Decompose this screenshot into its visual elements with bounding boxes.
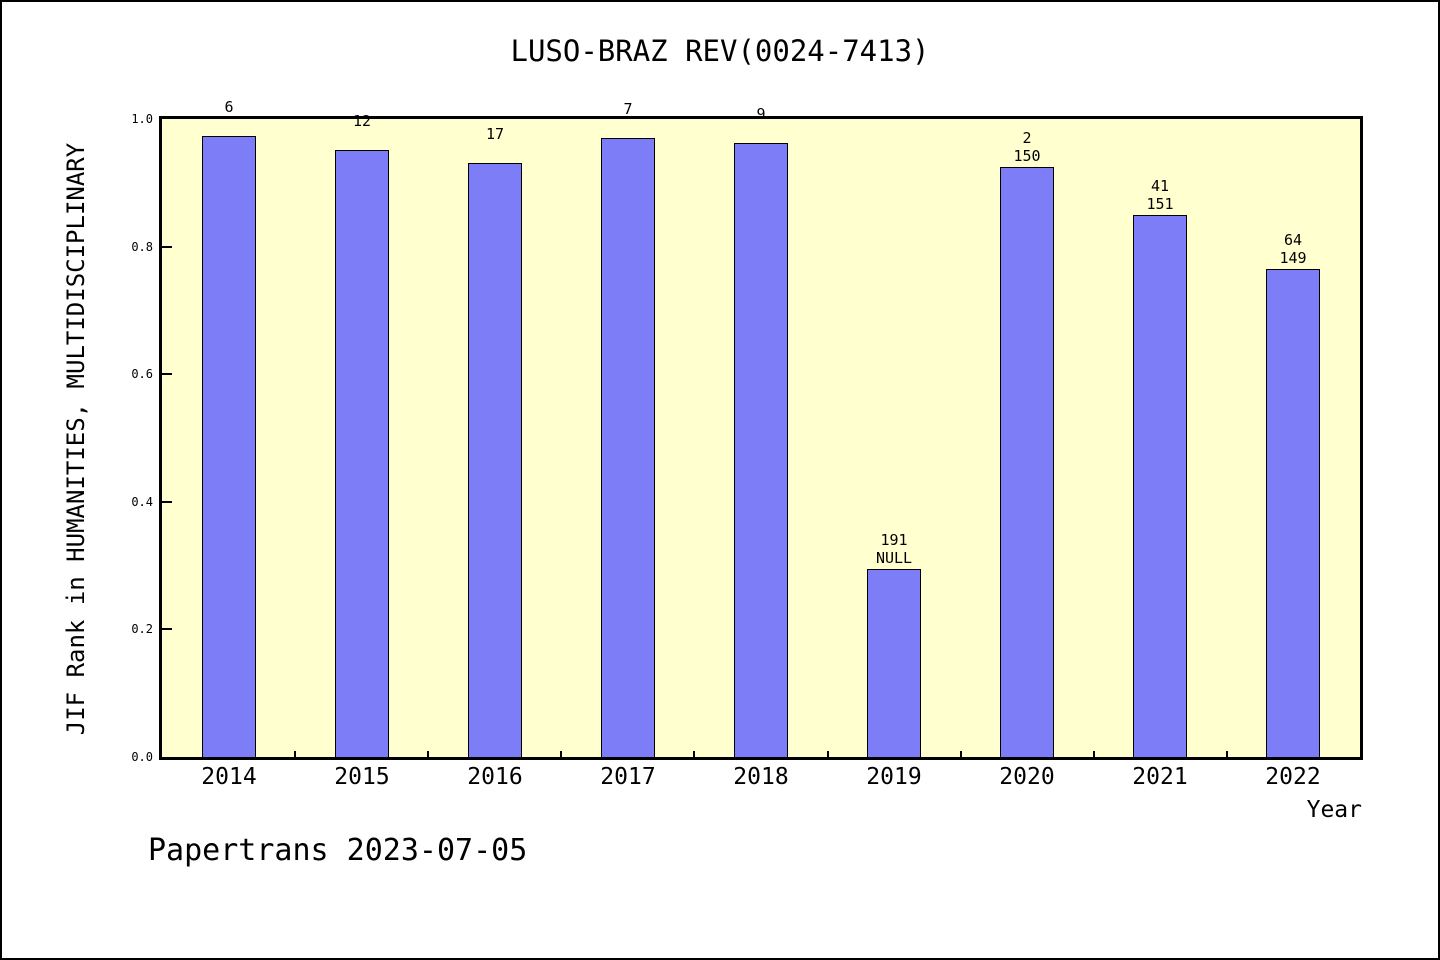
- bar-label-2022: 64 149: [1233, 231, 1353, 267]
- x-tick-mark: [1092, 751, 1095, 757]
- y-tick-label: 0.4: [131, 494, 153, 509]
- bar-label-rank: 64: [1283, 231, 1303, 249]
- bar-label-rank: 7: [623, 100, 633, 118]
- bar-label-total: NULL: [875, 549, 913, 567]
- bar-label-2020: 2 150: [967, 129, 1087, 165]
- footer-text: Papertrans 2023-07-05: [148, 833, 528, 868]
- x-tick-label-2022: 2022: [1265, 764, 1321, 790]
- chart-title: LUSO-BRAZ REV(0024-7413): [510, 34, 930, 68]
- x-tick-mark: [693, 751, 696, 757]
- y-tick-mark: [162, 628, 172, 631]
- bar-label-total: [435, 143, 555, 161]
- bar-label-2016: 17: [435, 125, 555, 161]
- bar-2019: [867, 569, 921, 757]
- bar-2016: [468, 163, 522, 757]
- x-axis-title: Year: [1306, 797, 1362, 823]
- y-tick-label: 0.8: [131, 239, 153, 254]
- bar-label-rank: 191: [880, 531, 908, 549]
- bar-label-total: [568, 118, 688, 136]
- bar-label-2014: 6: [169, 98, 289, 134]
- bar-label-total: [302, 130, 422, 148]
- y-tick-label: 0.6: [131, 367, 153, 382]
- bar-label-rank: 2: [1022, 129, 1032, 147]
- bar-2020: [1000, 167, 1054, 757]
- bar-label-rank: 41: [1150, 177, 1170, 195]
- bar-label-total: 149: [1279, 249, 1307, 267]
- bar-label-2018: 9: [701, 105, 821, 141]
- x-tick-mark: [959, 751, 962, 757]
- x-tick-label-2014: 2014: [201, 764, 257, 790]
- bar-2022: [1266, 269, 1320, 757]
- bar-label-rank: 6: [224, 98, 234, 116]
- y-axis-title: JIF Rank in HUMANITIES, MULTIDISCIPLINAR…: [62, 142, 90, 736]
- bar-2021: [1133, 215, 1187, 757]
- bar-2018: [734, 143, 788, 757]
- y-tick-mark: [162, 500, 172, 503]
- x-tick-label-2020: 2020: [999, 764, 1055, 790]
- y-tick-label: 0.0: [131, 750, 153, 764]
- bar-label-total: [169, 116, 289, 134]
- y-tick-label: 0.2: [131, 622, 153, 637]
- plot-area: 6 12 17 7 9 191 NULL 2 150 41 151 64 149: [159, 98, 1363, 760]
- bar-label-rank: 17: [485, 125, 505, 143]
- y-tick-mark: [162, 373, 172, 376]
- y-tick-mark: [162, 245, 172, 248]
- bar-2014: [202, 136, 256, 757]
- x-tick-label-2015: 2015: [334, 764, 390, 790]
- bar-label-rank: 12: [352, 112, 372, 130]
- x-tick-mark: [1225, 751, 1228, 757]
- x-tick-mark: [560, 751, 563, 757]
- bar-2017: [601, 138, 655, 757]
- x-tick-label-2021: 2021: [1132, 764, 1188, 790]
- x-tick-label-2017: 2017: [600, 764, 656, 790]
- bar-label-2015: 12: [302, 112, 422, 148]
- x-tick-label-2018: 2018: [733, 764, 789, 790]
- x-tick-mark: [826, 751, 829, 757]
- y-tick-label: 1.0: [131, 112, 153, 126]
- bar-label-total: 151: [1146, 195, 1174, 213]
- bar-2015: [335, 150, 389, 757]
- bar-label-2019: 191 NULL: [834, 531, 954, 567]
- x-tick-label-2016: 2016: [467, 764, 523, 790]
- bar-label-rank: 9: [756, 105, 766, 123]
- bar-label-total: [701, 123, 821, 141]
- bar-label-total: 150: [1013, 147, 1041, 165]
- x-tick-mark: [294, 751, 297, 757]
- bar-label-2021: 41 151: [1100, 177, 1220, 213]
- bar-label-2017: 7: [568, 100, 688, 136]
- x-tick-mark: [427, 751, 430, 757]
- x-tick-label-2019: 2019: [866, 764, 922, 790]
